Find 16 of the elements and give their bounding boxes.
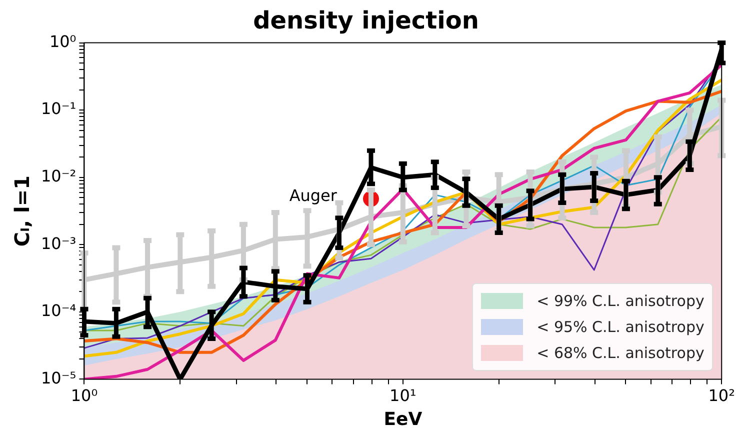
- legend-label: < 99% C.L. anisotropy: [536, 292, 704, 310]
- y-tick-label: 10⁻⁴: [41, 301, 76, 320]
- y-tick-label: 10⁰: [49, 32, 76, 51]
- annotation: Auger: [289, 186, 338, 205]
- y-tick-label: 10⁻³: [41, 234, 76, 253]
- legend-label: < 68% C.L. anisotropy: [536, 344, 704, 362]
- chart-title: density injection: [253, 6, 479, 35]
- y-tick-label: 10⁻⁵: [41, 368, 76, 388]
- y-tick-label: 10⁻¹: [41, 99, 76, 118]
- y-tick-label: 10⁻²: [41, 166, 76, 186]
- legend-label: < 95% C.L. anisotropy: [536, 318, 704, 336]
- x-axis-title: EeV: [384, 408, 422, 430]
- x-tick-label: 10¹: [390, 386, 416, 405]
- x-tick-label: 10⁰: [70, 386, 98, 405]
- y-axis-title: Cₗ, l=1: [10, 175, 34, 247]
- x-tick-label: 10²: [708, 386, 736, 405]
